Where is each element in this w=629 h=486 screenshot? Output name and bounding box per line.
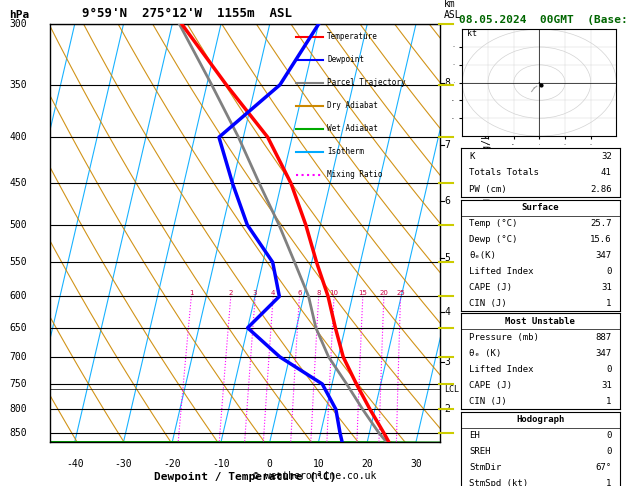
Text: 550: 550: [9, 257, 27, 267]
Text: 450: 450: [9, 178, 27, 189]
Text: Totals Totals: Totals Totals: [469, 168, 539, 177]
Text: 0: 0: [606, 447, 611, 456]
Text: 41: 41: [601, 168, 611, 177]
Text: Lifted Index: Lifted Index: [469, 267, 533, 276]
Text: 350: 350: [9, 80, 27, 90]
Text: -30: -30: [114, 459, 132, 469]
Text: θₑ(K): θₑ(K): [469, 251, 496, 260]
Text: 650: 650: [9, 323, 27, 333]
Text: 67°: 67°: [596, 463, 611, 472]
Text: hPa: hPa: [9, 10, 29, 20]
Text: 15.6: 15.6: [590, 235, 611, 244]
Text: Temperature: Temperature: [327, 33, 378, 41]
Text: Dewpoint / Temperature (°C): Dewpoint / Temperature (°C): [154, 471, 337, 482]
Text: PW (cm): PW (cm): [469, 185, 506, 193]
Text: 3: 3: [444, 358, 450, 367]
Text: 400: 400: [9, 132, 27, 142]
Text: 887: 887: [596, 333, 611, 342]
Text: 15: 15: [359, 290, 367, 296]
Text: StmDir: StmDir: [469, 463, 501, 472]
Text: 4: 4: [271, 290, 276, 296]
Text: 25: 25: [396, 290, 405, 296]
Text: 2.86: 2.86: [590, 185, 611, 193]
Text: 347: 347: [596, 251, 611, 260]
Text: LCL: LCL: [444, 385, 459, 394]
Text: km
ASL: km ASL: [444, 0, 462, 20]
Text: 31: 31: [601, 283, 611, 292]
Text: K: K: [469, 152, 474, 161]
Text: 20: 20: [379, 290, 388, 296]
Text: -10: -10: [212, 459, 230, 469]
Text: 7: 7: [444, 140, 450, 150]
Text: 2: 2: [228, 290, 233, 296]
Text: Isotherm: Isotherm: [327, 147, 364, 156]
Text: 32: 32: [601, 152, 611, 161]
Text: 1: 1: [606, 397, 611, 406]
Text: 700: 700: [9, 352, 27, 362]
Text: 30: 30: [410, 459, 422, 469]
Text: EH: EH: [469, 431, 480, 440]
Text: 1: 1: [606, 298, 611, 308]
Text: 0: 0: [606, 431, 611, 440]
Text: 347: 347: [596, 349, 611, 358]
Text: 6: 6: [444, 195, 450, 206]
Text: 750: 750: [9, 379, 27, 389]
Text: 800: 800: [9, 404, 27, 415]
Text: Surface: Surface: [521, 203, 559, 212]
Text: -20: -20: [164, 459, 181, 469]
Text: © weatheronline.co.uk: © weatheronline.co.uk: [253, 471, 376, 481]
Text: 25.7: 25.7: [590, 219, 611, 228]
Text: 1: 1: [606, 479, 611, 486]
Text: Mixing Ratio (g/kg): Mixing Ratio (g/kg): [482, 122, 492, 233]
Text: 1: 1: [189, 290, 193, 296]
Text: Wet Adiabat: Wet Adiabat: [327, 124, 378, 133]
Text: 850: 850: [9, 428, 27, 438]
Text: 0: 0: [267, 459, 272, 469]
Text: 31: 31: [601, 381, 611, 390]
Text: 3: 3: [253, 290, 257, 296]
Text: CAPE (J): CAPE (J): [469, 381, 512, 390]
Text: 600: 600: [9, 292, 27, 301]
Text: Temp (°C): Temp (°C): [469, 219, 518, 228]
Text: Dewpoint: Dewpoint: [327, 55, 364, 64]
Text: 6: 6: [297, 290, 301, 296]
Text: 300: 300: [9, 19, 27, 29]
Text: 4: 4: [444, 308, 450, 317]
Text: -40: -40: [66, 459, 84, 469]
Text: 0: 0: [606, 267, 611, 276]
Text: StmSpd (kt): StmSpd (kt): [469, 479, 528, 486]
Text: 500: 500: [9, 220, 27, 230]
Text: θₑ (K): θₑ (K): [469, 349, 501, 358]
Text: Parcel Trajectory: Parcel Trajectory: [327, 78, 406, 87]
Text: Hodograph: Hodograph: [516, 415, 564, 424]
Text: Lifted Index: Lifted Index: [469, 365, 533, 374]
Text: CIN (J): CIN (J): [469, 397, 506, 406]
Text: Pressure (mb): Pressure (mb): [469, 333, 539, 342]
Text: 2: 2: [444, 404, 450, 415]
Text: 10: 10: [330, 290, 338, 296]
Text: SREH: SREH: [469, 447, 491, 456]
Text: CAPE (J): CAPE (J): [469, 283, 512, 292]
Text: Dewp (°C): Dewp (°C): [469, 235, 518, 244]
Text: 08.05.2024  00GMT  (Base: 18): 08.05.2024 00GMT (Base: 18): [459, 15, 629, 25]
Text: 9°59'N  275°12'W  1155m  ASL: 9°59'N 275°12'W 1155m ASL: [82, 7, 292, 20]
Text: 10: 10: [313, 459, 325, 469]
Text: Dry Adiabat: Dry Adiabat: [327, 101, 378, 110]
Text: Mixing Ratio: Mixing Ratio: [327, 170, 382, 179]
Text: 20: 20: [361, 459, 373, 469]
Text: Most Unstable: Most Unstable: [505, 317, 576, 326]
Text: 8: 8: [444, 78, 450, 87]
Text: 5: 5: [444, 253, 450, 263]
Text: kt: kt: [467, 29, 477, 38]
Text: CIN (J): CIN (J): [469, 298, 506, 308]
Text: 0: 0: [606, 365, 611, 374]
Text: 8: 8: [316, 290, 321, 296]
